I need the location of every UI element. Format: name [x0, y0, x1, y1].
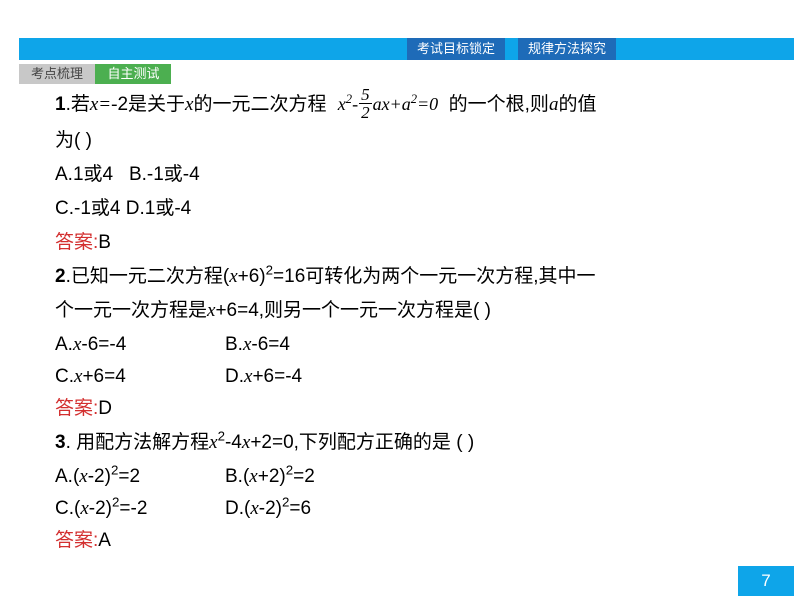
q3d-pre: D.( [225, 498, 250, 519]
q1-optA: A.1或4 [55, 164, 113, 185]
q2-line2: 个一元一次方程是x+6=4,则另一个一元一次方程是( ) [55, 295, 744, 327]
q1-number: 1 [55, 94, 66, 115]
q2-ans-val: D [98, 398, 112, 419]
q2b-pre: B. [225, 334, 243, 355]
nav-btn-method-explore[interactable]: 规律方法探究 [518, 38, 616, 60]
q3-t3: +2=0,下列配方正确的是 ( ) [250, 432, 474, 453]
q2-optA: A.x-6=-4 [55, 329, 225, 361]
q3-t1: . 用配方法解方程 [66, 432, 210, 453]
q2-t4: 个一元一次方程是 [55, 300, 207, 321]
q1-t1: .若 [66, 94, 90, 115]
q3-optsAB: A.(x-2)2=2 B.(x+2)2=2 [55, 461, 744, 493]
q2c-post: +6=4 [82, 366, 125, 387]
q3-optC: C.(x-2)2=-2 [55, 493, 225, 525]
q2a-pre: A. [55, 334, 73, 355]
tab-selftest[interactable]: 自主测试 [95, 64, 171, 84]
q3-t2: -4 [225, 432, 242, 453]
q2d-pre: D. [225, 366, 244, 387]
q1-equation: x2-52ax+a2=0 [338, 94, 443, 114]
q3-optB: B.(x+2)2=2 [225, 461, 395, 493]
q1-xeq: x=- [90, 94, 118, 115]
q3-optD: D.(x-2)2=6 [225, 493, 395, 525]
q2-t2: +6) [238, 266, 266, 287]
q1-answer: 答案:B [55, 227, 744, 259]
q1-ans-label: 答案: [55, 232, 98, 253]
q2-answer: 答案:D [55, 393, 744, 425]
q1-line2: 为( ) [55, 125, 744, 157]
page-number: 7 [738, 566, 794, 596]
q3c-mid: -2) [89, 498, 112, 519]
q3a-post: =2 [118, 466, 140, 487]
content-area: 1.若x=-2是关于 x 的一元二次方程 x2-52ax+a2=0 的一个根,则a的… [55, 88, 744, 559]
q3d-mid: -2) [259, 498, 282, 519]
q3-answer: 答案:A [55, 525, 744, 557]
q2a-post: -6=-4 [81, 334, 126, 355]
q2-t1: .已知一元二次方程( [66, 266, 230, 287]
q3-ans-label: 答案: [55, 530, 98, 551]
q1-avar: a [549, 94, 559, 115]
q1-eq-z: =0 [417, 94, 438, 114]
q2d-post: +6=-4 [252, 366, 302, 387]
q2-x1: x [229, 266, 237, 287]
q2-optC: C.x+6=4 [55, 361, 225, 393]
q3-optsCD: C.(x-2)2=-2 D.(x-2)2=6 [55, 493, 744, 525]
q1-fraction: 52 [359, 86, 372, 121]
q2-number: 2 [55, 266, 66, 287]
q1-optD: D.1或-4 [126, 198, 191, 219]
q3a-mid: -2) [88, 466, 111, 487]
q1-optC: C.-1或4 [55, 198, 120, 219]
q2-optB: B.x-6=4 [225, 329, 395, 361]
q1-ans-val: B [98, 232, 111, 253]
q3-optA: A.(x-2)2=2 [55, 461, 225, 493]
q2-optsCD: C.x+6=4 D.x+6=-4 [55, 361, 744, 393]
q1-frac-den: 2 [359, 104, 372, 121]
q1-optsCD: C.-1或4 D.1或-4 [55, 193, 744, 225]
nav-btn-exam-goals[interactable]: 考试目标锁定 [407, 38, 505, 60]
q1-frac-num: 5 [359, 86, 372, 104]
q2-ans-label: 答案: [55, 398, 98, 419]
q3c-pre: C.( [55, 498, 80, 519]
q1-t5: 的值 [558, 94, 596, 115]
q1-t2: 2是关于 [117, 94, 185, 115]
q3b-mid: +2) [258, 466, 286, 487]
q2c-pre: C. [55, 366, 74, 387]
q3c-post: =-2 [119, 498, 147, 519]
q2-t3: =16可转化为两个一元一次方程,其中一 [273, 266, 596, 287]
top-bar: 考试目标锁定 规律方法探究 [0, 0, 794, 60]
q3-line1: 3. 用配方法解方程x2-4x+2=0,下列配方正确的是 ( ) [55, 427, 744, 459]
q2-line1: 2.已知一元二次方程(x+6)2=16可转化为两个一元一次方程,其中一 [55, 261, 744, 293]
q1-line1: 1.若x=-2是关于 x 的一元二次方程 x2-52ax+a2=0 的一个根,则a的… [55, 88, 744, 123]
q1-eq-x: x [338, 94, 346, 114]
q3b-x: x [249, 466, 257, 487]
q1-t3: 的一元二次方程 [193, 94, 326, 115]
q2b-post: -6=4 [251, 334, 290, 355]
sub-tabs: 考点梳理 自主测试 [19, 64, 171, 84]
q1-eq-ax: ax+a [373, 94, 411, 114]
q3b-post: =2 [293, 466, 315, 487]
q2-optsAB: A.x-6=-4 B.x-6=4 [55, 329, 744, 361]
q3-ans-val: A [98, 530, 111, 551]
q3a-x: x [79, 466, 87, 487]
q3d-post: =6 [289, 498, 311, 519]
q2-optD: D.x+6=-4 [225, 361, 395, 393]
q1-t4: 的一个根,则 [449, 94, 549, 115]
q3b-pre: B.( [225, 466, 249, 487]
q1-optB: B.-1或-4 [129, 164, 200, 185]
q3a-pre: A.( [55, 466, 79, 487]
tab-outline[interactable]: 考点梳理 [19, 64, 95, 84]
q3c-x: x [80, 498, 88, 519]
q2-t5: +6=4,则另一个一元一次方程是( ) [215, 300, 491, 321]
q1-optsAB: A.1或4 B.-1或-4 [55, 159, 744, 191]
q3-number: 3 [55, 432, 66, 453]
q3-x1: x [209, 432, 217, 453]
q3d-x: x [250, 498, 258, 519]
